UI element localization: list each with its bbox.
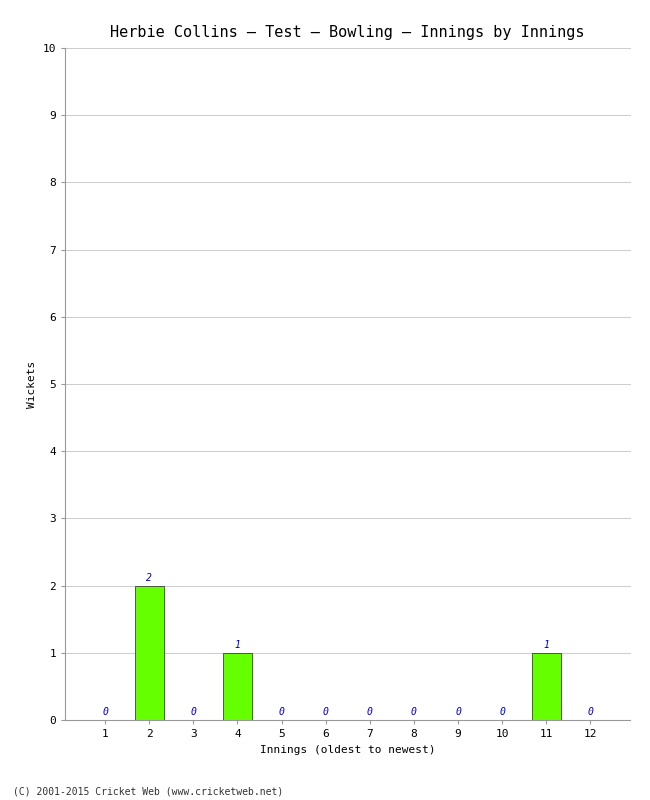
Bar — [223, 653, 252, 720]
Text: 2: 2 — [146, 573, 152, 583]
Text: 0: 0 — [411, 706, 417, 717]
Text: (C) 2001-2015 Cricket Web (www.cricketweb.net): (C) 2001-2015 Cricket Web (www.cricketwe… — [13, 786, 283, 796]
Y-axis label: Wickets: Wickets — [27, 360, 37, 408]
Text: 0: 0 — [323, 706, 329, 717]
Text: 0: 0 — [190, 706, 196, 717]
Bar — [135, 586, 164, 720]
Text: 0: 0 — [102, 706, 108, 717]
Text: 0: 0 — [455, 706, 461, 717]
X-axis label: Innings (oldest to newest): Innings (oldest to newest) — [260, 745, 436, 754]
Bar — [532, 653, 561, 720]
Text: 0: 0 — [588, 706, 593, 717]
Text: 0: 0 — [279, 706, 285, 717]
Text: 1: 1 — [235, 640, 240, 650]
Title: Herbie Collins – Test – Bowling – Innings by Innings: Herbie Collins – Test – Bowling – Inning… — [111, 25, 585, 40]
Text: 0: 0 — [499, 706, 505, 717]
Text: 1: 1 — [543, 640, 549, 650]
Text: 0: 0 — [367, 706, 372, 717]
